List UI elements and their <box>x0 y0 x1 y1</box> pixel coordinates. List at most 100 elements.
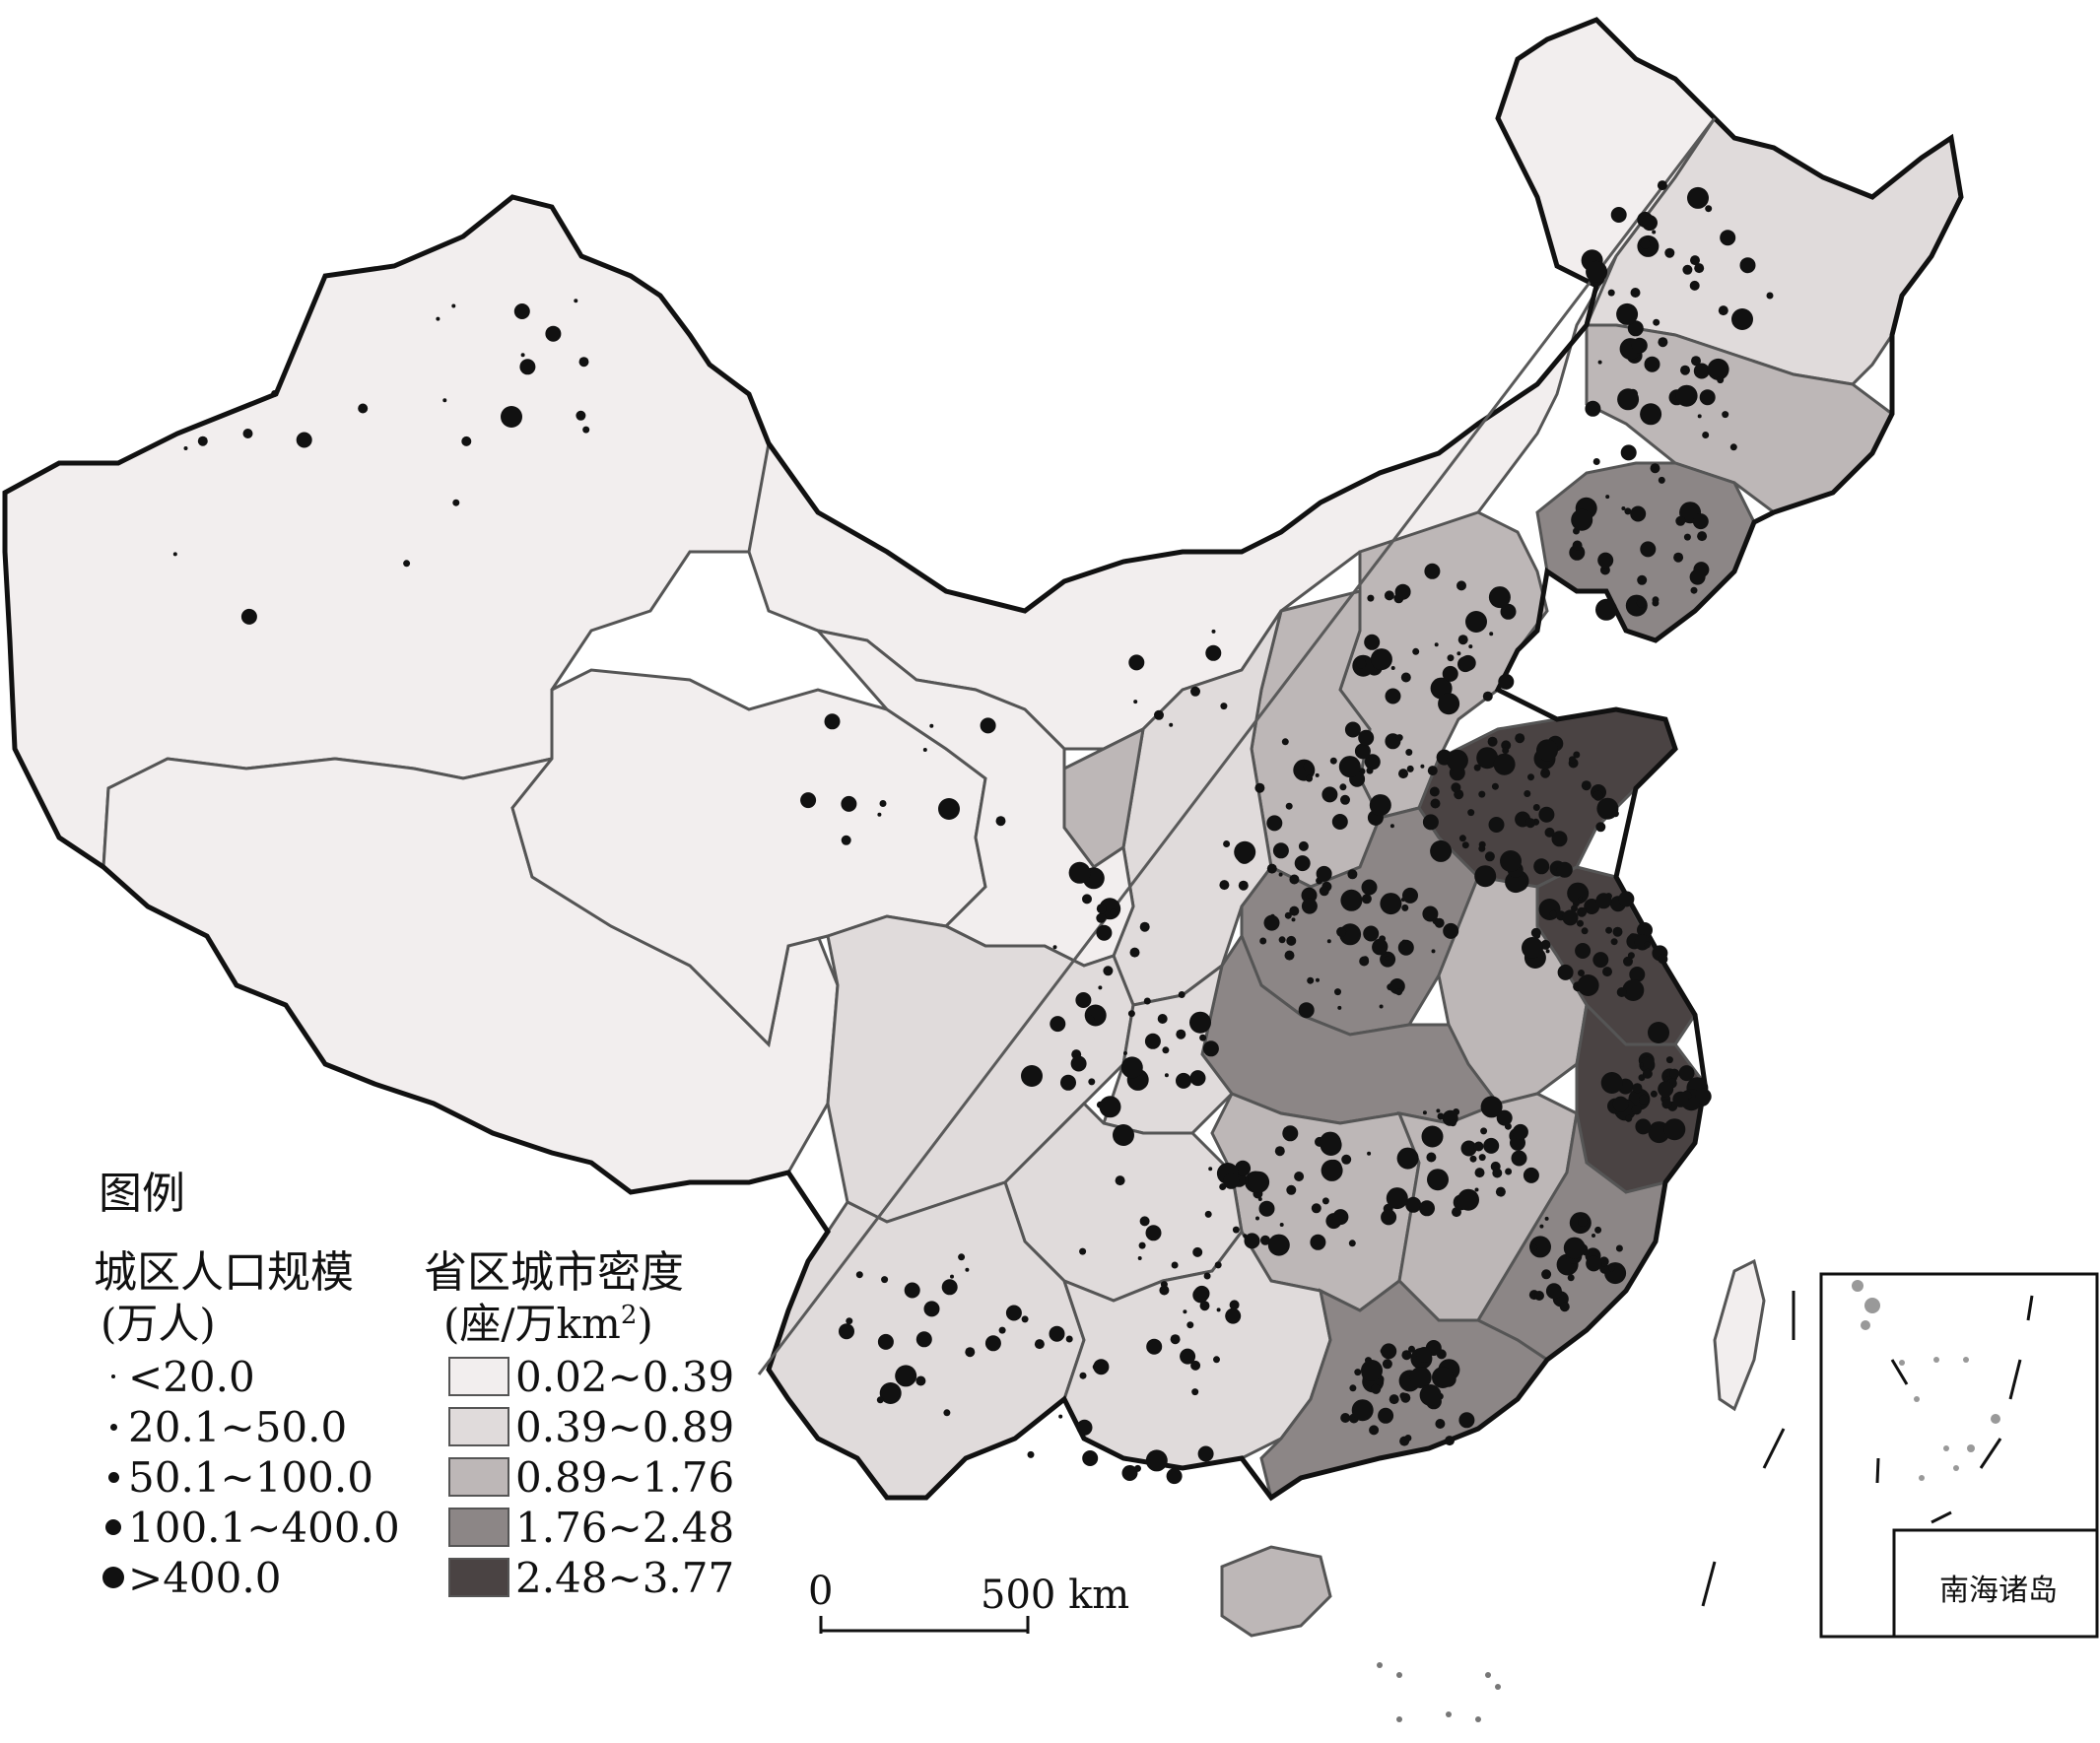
city-dot <box>1422 1110 1427 1115</box>
city-dot <box>941 1279 958 1296</box>
city-dot <box>1581 780 1592 791</box>
city-dot <box>1610 938 1618 946</box>
city-dot <box>1581 927 1589 935</box>
city-dot <box>1436 1108 1441 1113</box>
city-dot <box>1473 764 1481 771</box>
city-dot <box>1394 583 1411 600</box>
city-dot <box>1144 1033 1161 1049</box>
city-dot <box>1578 1217 1589 1228</box>
city-dot <box>1307 976 1315 984</box>
city-dot <box>879 800 887 807</box>
city-dot <box>1197 1445 1214 1462</box>
city-dot <box>1286 1184 1297 1195</box>
city-dot <box>576 410 586 421</box>
city-dot <box>1493 753 1516 775</box>
scale-end-label: 500 km <box>981 1573 1130 1618</box>
city-dot <box>1316 865 1332 882</box>
city-dot <box>1611 810 1619 818</box>
city-dot <box>1220 703 1228 710</box>
city-dot <box>1512 1123 1528 1140</box>
city-dot <box>1372 939 1389 956</box>
city-dot <box>1616 987 1627 997</box>
city-dot <box>913 1284 917 1288</box>
city-dot <box>943 1409 951 1417</box>
city-dot-large <box>1731 308 1753 330</box>
city-dot <box>1693 363 1710 379</box>
city-dot <box>1717 376 1725 384</box>
city-dot <box>1361 879 1378 896</box>
city-dot <box>1658 476 1665 484</box>
city-dot <box>1502 747 1510 755</box>
city-dot <box>1186 1321 1194 1329</box>
city-dot-large <box>1113 1124 1134 1146</box>
city-dot <box>1489 632 1494 637</box>
city-dot <box>1303 761 1314 771</box>
size-dot <box>102 1567 124 1588</box>
city-dot <box>1640 1062 1644 1067</box>
city-dot <box>1171 1261 1179 1269</box>
density-class-4: 1.76~2.48 <box>448 1503 734 1552</box>
city-dot <box>1115 1175 1125 1186</box>
size-class-1: <20.0 <box>99 1352 255 1401</box>
city-dot <box>1622 979 1645 1001</box>
city-dot <box>1254 782 1265 793</box>
scale-bar <box>819 1616 1030 1634</box>
city-dot <box>1157 1014 1168 1024</box>
city-dot <box>1495 1186 1506 1197</box>
city-dot <box>1544 1216 1549 1221</box>
city-dot <box>1653 318 1660 326</box>
city-dot <box>1683 533 1691 541</box>
city-dot <box>1592 952 1609 969</box>
city-dot <box>1315 772 1320 777</box>
city-dot <box>1699 389 1716 406</box>
city-dot <box>1248 1171 1270 1193</box>
city-dot <box>1137 1256 1142 1260</box>
city-dot <box>846 1317 853 1325</box>
city-dot <box>1202 1040 1219 1057</box>
city-dot <box>1427 1169 1449 1191</box>
city-dot <box>1358 729 1375 746</box>
city-dot <box>915 1331 932 1348</box>
city-dot <box>1331 814 1348 830</box>
city-dot <box>1575 943 1592 959</box>
city-dot <box>1382 1359 1392 1370</box>
city-dot <box>1134 1464 1141 1472</box>
city-dot <box>1406 765 1414 772</box>
city-dot <box>242 429 253 438</box>
city-dot <box>1577 906 1588 917</box>
city-dot <box>1405 1196 1422 1213</box>
city-dot <box>183 446 188 450</box>
city-dot <box>1692 513 1709 530</box>
city-dot-large <box>1021 1065 1043 1087</box>
city-dot <box>1364 634 1381 650</box>
city-dot <box>1385 688 1401 704</box>
city-dot <box>1467 809 1475 817</box>
city-dot <box>1229 1300 1240 1310</box>
city-dot <box>1386 1187 1408 1210</box>
city-dot <box>1524 790 1531 797</box>
city-dot <box>1644 941 1651 949</box>
city-dot <box>1632 1083 1643 1094</box>
city-dot <box>1496 1109 1513 1126</box>
city-dot <box>1166 1468 1183 1485</box>
city-dot <box>1294 1172 1305 1181</box>
hu-line <box>757 117 1717 1375</box>
city-dot <box>1359 956 1370 967</box>
city-dot <box>1321 1197 1329 1205</box>
city-dot <box>1661 1099 1672 1109</box>
city-dot <box>1631 337 1648 354</box>
city-dot <box>1381 1343 1397 1360</box>
city-dot <box>1585 400 1601 417</box>
city-dot <box>1021 1315 1029 1323</box>
city-dot <box>1500 603 1517 620</box>
city-dot <box>1608 1264 1615 1272</box>
city-dot <box>1534 1291 1544 1301</box>
city-dot <box>1214 1261 1222 1269</box>
city-dot <box>1145 1225 1162 1241</box>
city-dot <box>1291 917 1296 922</box>
city-dot <box>574 299 578 303</box>
density-swatch <box>448 1357 509 1396</box>
city-dot <box>1447 654 1455 662</box>
city-dot <box>1401 1350 1412 1361</box>
city-dot <box>1211 629 1216 634</box>
